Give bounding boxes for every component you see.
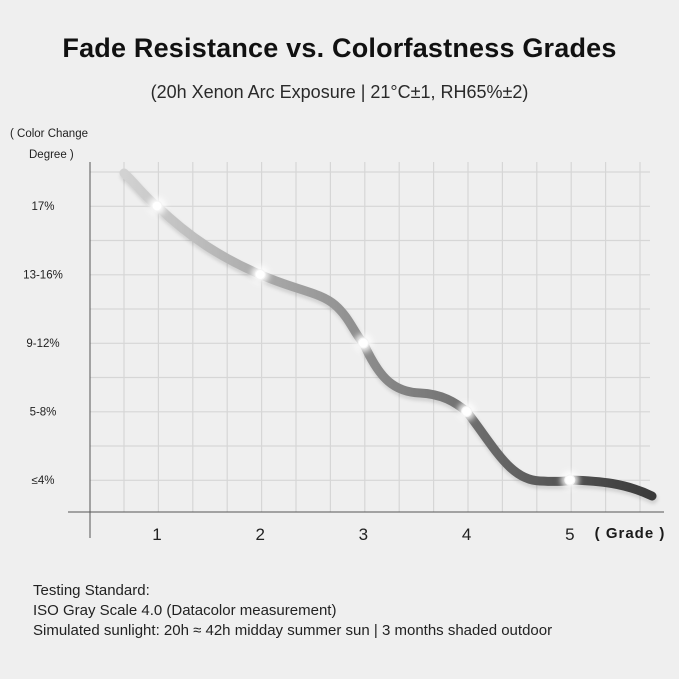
data-point [148,197,166,215]
data-point [560,471,579,489]
testing-notes-line-2: ISO Gray Scale 4.0 (Datacolor measuremen… [33,602,337,619]
x-tick-label: 4 [462,525,471,544]
testing-notes: Testing Standard: ISO Gray Scale 4.0 (Da… [33,581,552,641]
grid [90,162,650,512]
y-tick-label: 17% [31,201,54,213]
data-points [148,197,579,489]
y-tick-label: 13-16% [23,270,63,282]
x-tick-label: 2 [255,525,264,544]
axes [68,162,664,538]
page-subtitle: (20h Xenon Arc Exposure | 21°C±1, RH65%±… [150,82,529,102]
data-point [354,334,373,352]
y-axis-label-line-1: ( Color Change [10,128,88,140]
series-line-path [119,168,657,501]
x-tick-label: 5 [565,525,574,544]
testing-notes-line-1: Testing Standard: [33,582,150,599]
series-line-shadow [120,171,658,504]
x-tick-label: 3 [359,525,368,544]
page-title: Fade Resistance vs. Colorfastness Grades [62,33,617,63]
data-point [457,402,476,421]
data-point [251,265,270,284]
x-tick-labels: 1 2 3 4 5 [152,525,574,544]
y-tick-label: 5-8% [30,407,57,419]
y-axis-label-line-2: Degree ) [29,149,74,161]
y-tick-label: ≤4% [32,475,55,487]
x-axis-label: ( Grade ) [595,525,666,542]
x-tick-label: 1 [152,525,161,544]
testing-notes-line-3: Simulated sunlight: 20h ≈ 42h midday sum… [33,622,553,639]
series-line [119,168,658,504]
y-tick-labels: ≤4% 5-8% 9-12% 13-16% 17% [23,201,63,487]
y-tick-label: 9-12% [26,338,59,350]
y-axis-label: ( Color Change Degree ) [10,124,88,166]
